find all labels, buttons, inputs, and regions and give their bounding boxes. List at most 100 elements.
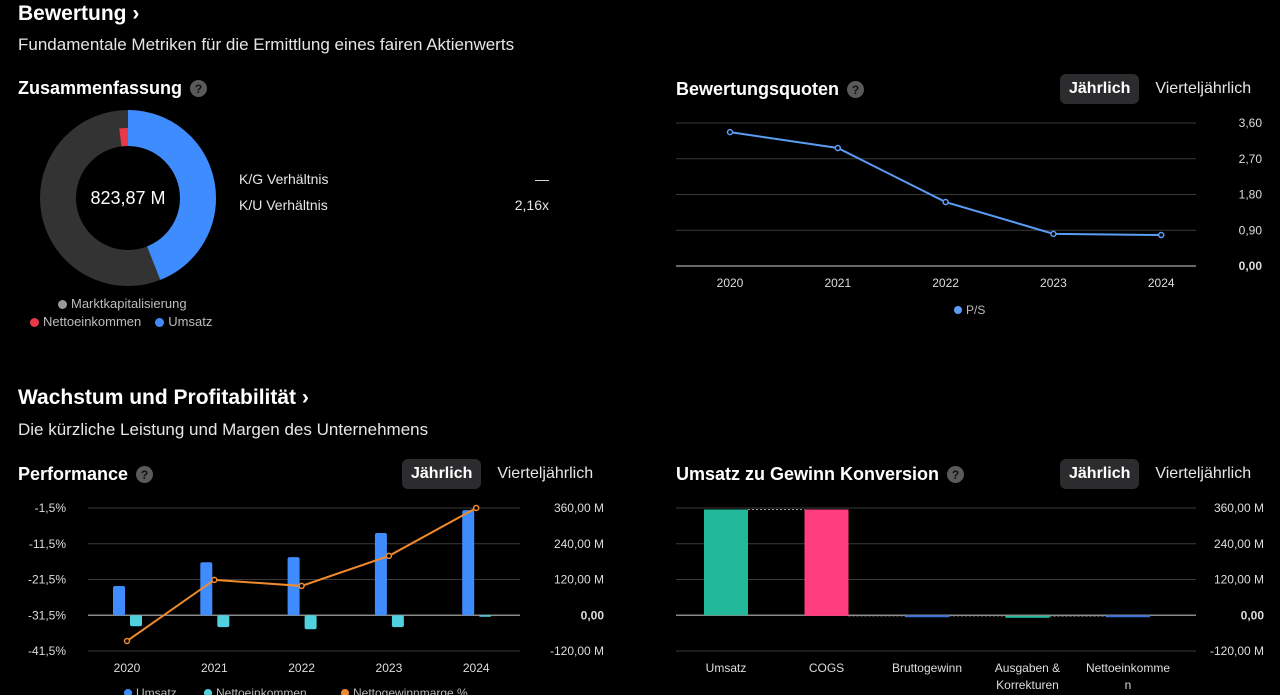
y-tick-label: 0,00: [1241, 608, 1265, 622]
margin-data-point: [472, 504, 480, 512]
right-y-tick-label: 120,00 M: [554, 573, 604, 587]
conversion-title: Umsatz zu Gewinn Konversion: [676, 464, 940, 484]
margin-data-point: [298, 582, 305, 590]
right-y-tick-label: 0,00: [581, 608, 605, 622]
x-tick-label: 2020: [114, 661, 141, 675]
right-y-tick-label: 240,00 M: [554, 537, 604, 551]
ps-ratio-value: 2,16x: [514, 197, 549, 213]
legend-dot: [954, 306, 962, 314]
legend-dot: [58, 300, 67, 310]
y-tick-label: 0,90: [1239, 223, 1263, 237]
toggle-annual[interactable]: Jährlich: [1060, 74, 1140, 104]
donut-center-value: 823,87 M: [90, 188, 166, 208]
ps-data-point: [834, 144, 842, 152]
toggle-annual[interactable]: Jährlich: [402, 459, 482, 489]
pe-ratio-value: —: [535, 171, 549, 187]
legend-dot: [124, 689, 132, 695]
help-icon[interactable]: ?: [190, 80, 208, 97]
right-y-tick-label: 360,00 M: [554, 501, 604, 515]
net-income-bar: [304, 615, 317, 630]
performance-period-toggle: Jährlich Vierteljährlich: [402, 459, 601, 489]
left-y-tick-label: -1,5%: [35, 501, 67, 515]
summary-donut: [40, 110, 216, 286]
revenue-bar: [374, 533, 387, 616]
left-y-tick-label: -41,5%: [28, 644, 66, 658]
conversion-header: Umsatz zu Gewinn Konversion ?: [676, 464, 965, 485]
x-tick-label: Bruttogewinn: [892, 661, 962, 675]
valuation-subtitle: Fundamentale Metriken für die Ermittlung…: [18, 35, 515, 54]
x-tick-label: 2023: [1040, 276, 1067, 290]
chevron-right-icon: ›: [301, 386, 309, 409]
waterfall-bar: [1005, 615, 1050, 618]
x-tick-label: 2024: [1148, 276, 1175, 290]
help-icon[interactable]: ?: [136, 466, 154, 483]
conversion-period-toggle: Jährlich Vierteljährlich: [1060, 459, 1259, 489]
donut-net-income-segment: [58, 128, 198, 268]
x-tick-label: 2023: [376, 661, 403, 675]
ps-data-point: [1157, 231, 1165, 239]
conversion-chart: -120,00 M 0,00 120,00 M 240,00 M 360,00 M Ums…: [676, 501, 1265, 692]
legend-label-ps: P/S: [966, 303, 985, 317]
summary-title: Zusammenfassung: [18, 78, 183, 98]
toggle-quarterly[interactable]: Vierteljährlich: [1155, 465, 1252, 482]
left-y-tick-label: -21,5%: [28, 573, 66, 587]
margin-line: [126, 507, 477, 642]
legend-label: Marktkapitalisierung: [71, 296, 187, 311]
x-tick-label: n: [1125, 678, 1132, 692]
ps-series-line: [729, 131, 1162, 237]
legend-label: Nettoeinkommen: [216, 686, 307, 695]
x-tick-label: 2022: [288, 661, 315, 675]
y-tick-label: 360,00 M: [1214, 501, 1264, 515]
waterfall-bar: [905, 615, 949, 618]
help-icon[interactable]: ?: [947, 466, 965, 483]
y-tick-label: 240,00 M: [1214, 537, 1264, 551]
x-tick-label: 2024: [463, 661, 490, 675]
net-income-bar: [217, 615, 230, 628]
y-tick-label: -120,00 M: [1210, 644, 1264, 658]
pe-ratio-label: K/G Verhältnis: [239, 171, 329, 187]
revenue-bar: [462, 510, 475, 616]
y-tick-label: 0,00: [1239, 259, 1263, 273]
toggle-quarterly[interactable]: Vierteljährlich: [1155, 80, 1252, 97]
ratios-title: Bewertungsquoten: [676, 79, 840, 99]
legend-dot: [341, 689, 349, 695]
x-tick-label: 2021: [824, 276, 851, 290]
performance-header: Performance ?: [18, 464, 154, 485]
legend-label: Nettogewinnmarge %: [353, 686, 468, 695]
ps-data-point: [1050, 230, 1057, 238]
right-y-tick-label: -120,00 M: [550, 644, 604, 658]
legend-label: Nettoeinkommen: [43, 314, 142, 329]
y-tick-label: 2,70: [1239, 152, 1263, 166]
waterfall-bar: [1106, 615, 1150, 618]
legend-label: Umsatz: [168, 314, 213, 329]
chevron-right-icon: ›: [132, 2, 140, 25]
growth-title: Wachstum und Profitabilität: [18, 386, 297, 409]
toggle-quarterly[interactable]: Vierteljährlich: [497, 465, 594, 482]
y-tick-label: 1,80: [1239, 188, 1263, 202]
x-tick-label: Korrekturen: [996, 678, 1059, 692]
left-y-tick-label: -11,5%: [29, 537, 66, 551]
ps-chart: 0,00 0,90 1,80 2,70 3,60 2020 2021 2022 2023 2024…: [676, 116, 1263, 317]
x-tick-label: Umsatz: [706, 661, 747, 675]
net-income-bar: [479, 615, 492, 617]
legend-dot: [204, 689, 212, 695]
legend-label: Umsatz: [136, 686, 177, 695]
ps-data-point: [726, 128, 734, 136]
performance-chart: -41,5% -120,00 M -31,5% 0,00 -21,5% 120,00 M -…: [28, 501, 605, 695]
margin-data-point: [123, 637, 131, 645]
x-tick-label: Nettoeinkomme: [1086, 661, 1170, 675]
x-tick-label: 2020: [717, 276, 744, 290]
performance-title: Performance: [18, 464, 129, 484]
legend-dot: [30, 318, 39, 328]
waterfall-bar: [704, 509, 748, 616]
y-tick-label: 120,00 M: [1214, 573, 1264, 587]
valuation-heading-link[interactable]: Bewertung ›: [18, 2, 139, 26]
left-y-tick-label: -31,5%: [28, 608, 66, 622]
margin-data-point: [211, 576, 218, 584]
toggle-annual[interactable]: Jährlich: [1060, 459, 1140, 489]
ratios-header: Bewertungsquoten ?: [676, 79, 865, 100]
help-icon[interactable]: ?: [847, 81, 865, 98]
x-tick-label: 2022: [932, 276, 959, 290]
growth-heading-link[interactable]: Wachstum und Profitabilität ›: [18, 386, 309, 410]
net-income-bar: [391, 615, 404, 628]
